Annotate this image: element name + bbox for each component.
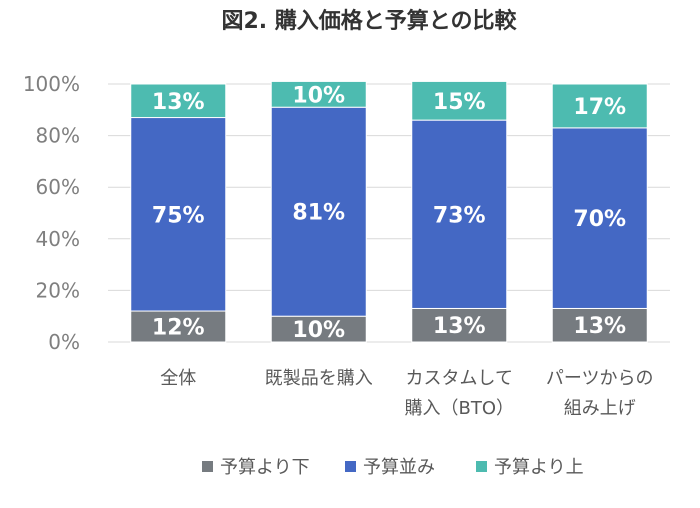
data-label: 81% <box>292 201 345 226</box>
bar-segment <box>130 117 227 312</box>
data-label: 17% <box>573 95 626 120</box>
legend-swatch <box>202 461 213 472</box>
y-tick-label: 100% <box>23 72 80 96</box>
bar-segment <box>411 80 508 121</box>
y-axis: 0% 20% 40% 60% 80% 100% <box>23 72 80 354</box>
y-tick-label: 60% <box>36 175 80 199</box>
bar-segment <box>411 307 508 343</box>
x-tick-label: カスタムして <box>406 368 513 389</box>
chart-title: 図2. 購入価格と予算との比較 <box>221 8 517 34</box>
x-tick-label: 全体 <box>160 368 196 389</box>
data-label: 13% <box>433 314 486 339</box>
data-label: 70% <box>573 207 626 232</box>
legend-entry: 予算より下 <box>202 457 310 478</box>
data-label: 10% <box>292 83 345 108</box>
legend-entry: 予算より上 <box>476 457 584 478</box>
data-label: 15% <box>433 90 486 115</box>
data-label: 75% <box>152 203 205 228</box>
legend-label: 予算より下 <box>220 457 310 478</box>
y-tick-label: 80% <box>36 124 80 148</box>
x-tick-label: 購入（BTO） <box>404 398 514 419</box>
legend: 予算より下 予算並み 予算より上 <box>202 457 584 478</box>
legend-entry: 予算並み <box>345 457 435 478</box>
legend-swatch <box>476 461 487 472</box>
bars: 12% 75% 13% 10% 81% 10% 13% 73% 15% 13% 70% 17% <box>130 80 648 343</box>
y-tick-label: 0% <box>48 330 80 354</box>
bar-segment <box>551 83 648 129</box>
bar-segment <box>411 119 508 309</box>
x-tick-label: パーツからの <box>546 368 654 389</box>
data-label: 12% <box>152 316 205 341</box>
bar-segment <box>130 310 227 343</box>
y-tick-label: 40% <box>36 227 80 251</box>
bar-segment <box>270 80 367 108</box>
bar-segment <box>551 127 648 309</box>
bar-segment <box>130 83 227 119</box>
data-label: 10% <box>292 318 345 343</box>
legend-label: 予算より上 <box>494 457 584 478</box>
x-tick-label: 既製品を購入 <box>265 368 373 389</box>
data-label: 73% <box>433 203 486 228</box>
y-tick-label: 20% <box>36 278 80 302</box>
legend-label: 予算並み <box>363 457 435 478</box>
x-tick-label: 組み上げ <box>564 398 636 419</box>
bar-segment <box>270 106 367 317</box>
legend-swatch <box>345 461 356 472</box>
bar-segment <box>551 307 648 343</box>
data-label: 13% <box>573 314 626 339</box>
data-label: 13% <box>152 90 205 115</box>
